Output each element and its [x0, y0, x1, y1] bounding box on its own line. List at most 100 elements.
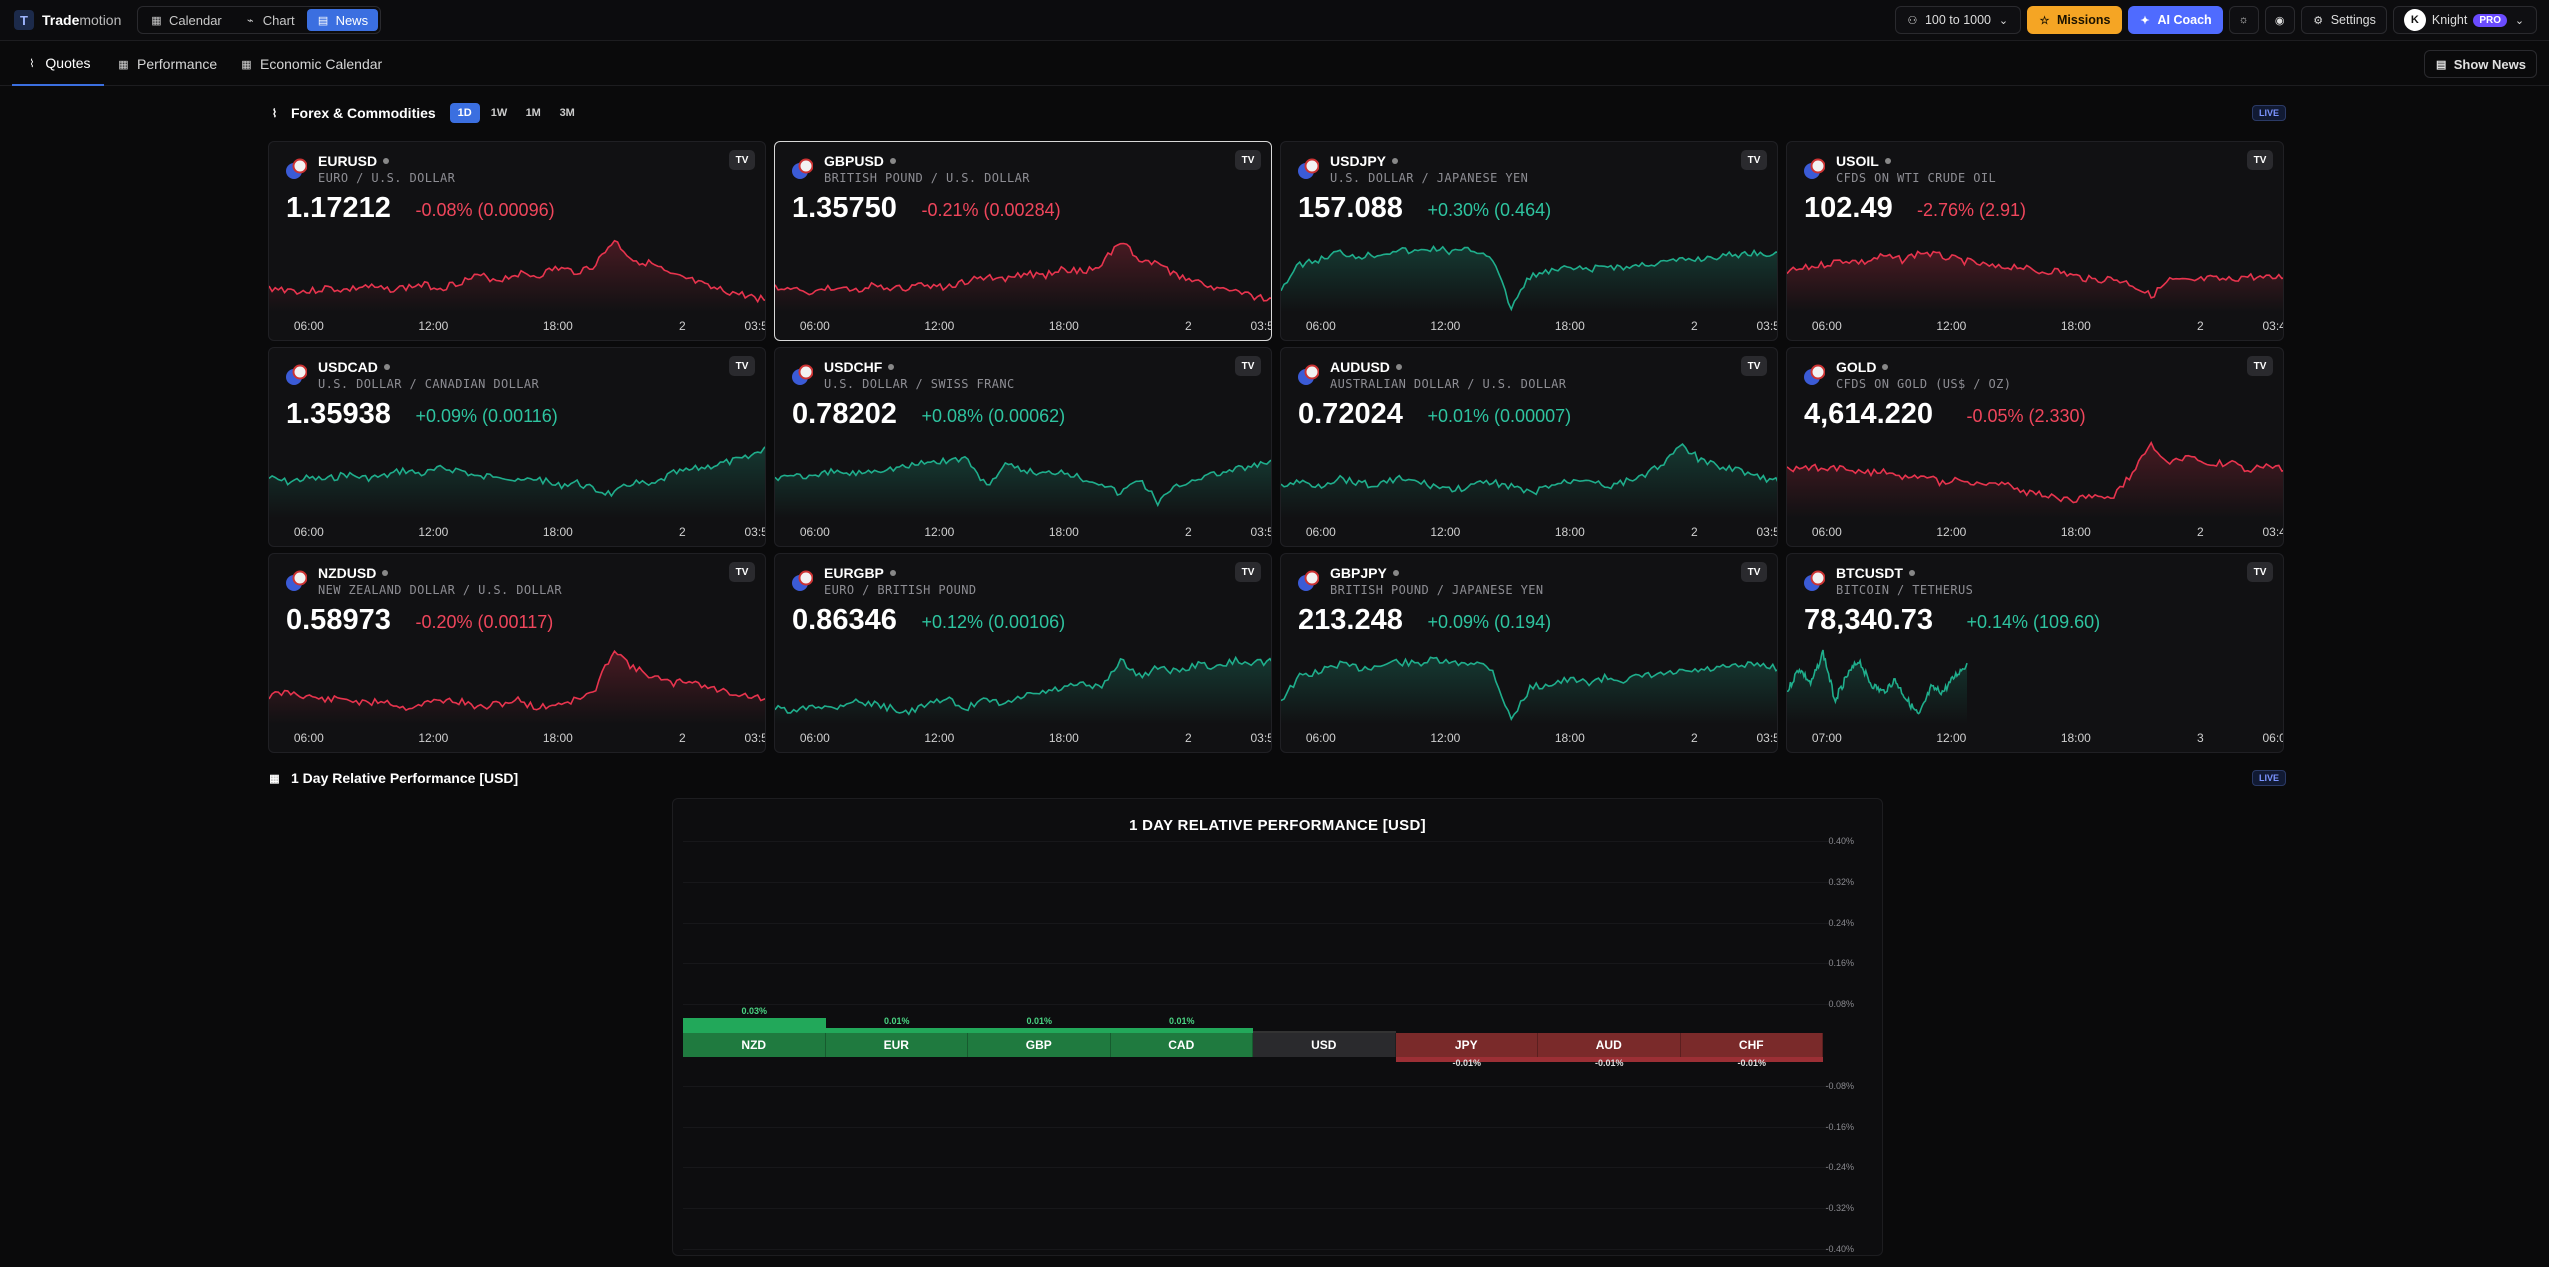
category-label-aud[interactable]: AUD [1538, 1033, 1681, 1057]
quote-card-eurusd[interactable]: EURUSD EURO / U.S. DOLLAR TV 1.17212 -0.… [268, 141, 766, 341]
time-tick-label: 2 [1184, 731, 1192, 745]
chevron-down-icon: ⌄ [2514, 14, 2525, 27]
timeframe-1d[interactable]: 1D [449, 103, 480, 123]
symbol-description: U.S. DOLLAR / SWISS FRANC [824, 377, 1015, 391]
status-dot [383, 158, 390, 164]
account-range-select[interactable]: ⚇ 100 to 1000 ⌄ [1894, 6, 2022, 34]
nav-news[interactable]: ▤ News [306, 9, 379, 31]
category-label-gbp[interactable]: GBP [968, 1033, 1111, 1057]
symbol: USDJPY [1330, 153, 1399, 169]
tab-economic-calendar[interactable]: ▦ Economic Calendar [241, 56, 383, 72]
time-tick-label: 18:00 [542, 525, 573, 539]
user-menu[interactable]: K Knight PRO ⌄ [2392, 6, 2537, 34]
time-tick-label: 2 [678, 319, 686, 333]
quote-card-btcusdt[interactable]: BTCUSDT BITCOIN / TETHERUS TV 78,340.73 … [1786, 553, 2284, 753]
sparkline-area [1281, 657, 1777, 724]
sparkline-area [775, 456, 1271, 518]
sparkline-chart [775, 242, 1271, 312]
timeframe-3m[interactable]: 3M [559, 107, 575, 119]
tradingview-icon[interactable]: TV [1235, 356, 1261, 376]
status-dot [1908, 570, 1915, 576]
quote-card-gbpusd[interactable]: GBPUSD BRITISH POUND / U.S. DOLLAR TV 1.… [774, 141, 1272, 341]
time-tick-label: 18:00 [1048, 731, 1079, 745]
price-change: +0.01% (0.00007) [1427, 406, 1572, 426]
tradingview-icon[interactable]: TV [1235, 150, 1261, 170]
currency-flag-icon [792, 364, 813, 385]
category-label-cad[interactable]: CAD [1110, 1033, 1253, 1057]
quotes-section-header: ⌇ Forex & Commodities 1D 1W 1M 3M [268, 103, 582, 123]
status-dot [1395, 364, 1402, 370]
section-title: 1 Day Relative Performance [USD] [291, 770, 519, 786]
tradingview-icon[interactable]: TV [1741, 562, 1767, 582]
tradingview-icon[interactable]: TV [729, 562, 755, 582]
quote-card-usdcad[interactable]: USDCAD U.S. DOLLAR / CANADIAN DOLLAR TV … [268, 347, 766, 547]
tab-performance[interactable]: ▦ Performance [118, 56, 218, 72]
missions-button[interactable]: ☆ Missions [2027, 6, 2122, 34]
quote-card-eurgbp[interactable]: EURGBP EURO / BRITISH POUND TV 0.86346 +… [774, 553, 1272, 753]
tradingview-icon[interactable]: TV [2247, 150, 2273, 170]
record-button[interactable]: ◉ [2264, 6, 2295, 34]
tradingview-icon[interactable]: TV [729, 150, 755, 170]
gear-icon: ⚙ [2313, 14, 2324, 27]
quote-card-gbpjpy[interactable]: GBPJPY BRITISH POUND / JAPANESE YEN TV 2… [1280, 553, 1778, 753]
grid-line [683, 1167, 1832, 1169]
currency-flag-icon [1298, 570, 1319, 591]
symbol-description: EURO / U.S. DOLLAR [318, 171, 456, 185]
time-tick-label: 12:00 [1430, 525, 1461, 539]
sparkline-line [1787, 250, 2283, 299]
grid-line [683, 1126, 1832, 1128]
tradingview-icon[interactable]: TV [1741, 356, 1767, 376]
category-label-chf[interactable]: CHF [1680, 1033, 1823, 1057]
quote-card-audusd[interactable]: AUDUSD AUSTRALIAN DOLLAR / U.S. DOLLAR T… [1280, 347, 1778, 547]
symbol-description: CFDS ON GOLD (US$ / OZ) [1836, 377, 2012, 391]
quote-card-usdjpy[interactable]: USDJPY U.S. DOLLAR / JAPANESE YEN TV 157… [1280, 141, 1778, 341]
currency-flag-icon [792, 570, 813, 591]
time-tick-label: 06:00 [293, 525, 324, 539]
category-label-nzd[interactable]: NZD [683, 1033, 826, 1057]
quote-card-usdchf[interactable]: USDCHF U.S. DOLLAR / SWISS FRANC TV 0.78… [774, 347, 1272, 547]
time-tick-label: 03:55 [1756, 525, 1778, 539]
y-tick-label: -0.32% [1825, 1203, 1854, 1214]
price-change: -0.08% (0.00096) [415, 200, 555, 220]
tradingview-icon[interactable]: TV [1741, 150, 1767, 170]
nav-chart[interactable]: ⌁ Chart [234, 9, 305, 31]
timeframe-1m[interactable]: 1M [525, 107, 541, 119]
symbol-description: U.S. DOLLAR / CANADIAN DOLLAR [318, 377, 540, 391]
tradingview-icon[interactable]: TV [2247, 356, 2273, 376]
price: 0.58973 [286, 604, 391, 636]
tradingview-icon[interactable]: TV [1235, 562, 1261, 582]
price: 1.17212 [286, 192, 391, 224]
price-change: +0.30% (0.464) [1427, 200, 1552, 220]
nav-calendar[interactable]: ▦ Calendar [151, 12, 222, 28]
quote-card-usoil[interactable]: USOIL CFDS ON WTI CRUDE OIL TV 102.49 -2… [1786, 141, 2284, 341]
price: 0.78202 [792, 398, 897, 430]
theme-toggle-button[interactable]: ☼ [2228, 6, 2259, 34]
time-tick-label: 18:00 [542, 319, 573, 333]
tradingview-icon[interactable]: TV [2247, 562, 2273, 582]
sparkline-chart [775, 655, 1271, 724]
performance-section-header: ▦ 1 Day Relative Performance [USD] [268, 770, 518, 786]
quote-card-gold[interactable]: GOLD CFDS ON GOLD (US$ / OZ) TV 4,614.22… [1786, 347, 2284, 547]
tradingview-icon[interactable]: TV [729, 356, 755, 376]
y-tick-label: 0.16% [1828, 958, 1854, 969]
sparkline-line [269, 649, 765, 712]
settings-button[interactable]: ⚙ Settings [2300, 6, 2387, 34]
category-label-eur[interactable]: EUR [825, 1033, 968, 1057]
time-tick-label: 2 [678, 731, 686, 745]
ai-coach-button[interactable]: ✦ AI Coach [2127, 6, 2223, 34]
y-tick-label: 0.40% [1828, 836, 1854, 846]
quote-card-nzdusd[interactable]: NZDUSD NEW ZEALAND DOLLAR / U.S. DOLLAR … [268, 553, 766, 753]
category-label-usd[interactable]: USD [1253, 1033, 1396, 1057]
news-icon: ▤ [2436, 58, 2447, 71]
tab-quotes[interactable]: ⌇ Quotes [12, 42, 104, 86]
category-label-jpy[interactable]: JPY [1395, 1033, 1538, 1057]
app-name: Trademotion [42, 12, 122, 28]
main-nav: ▦ Calendar ⌁ Chart ▤ News [137, 6, 382, 34]
sparkline-chart [775, 455, 1271, 518]
time-tick-label: 12:00 [418, 525, 449, 539]
sparkline-line [269, 239, 765, 304]
show-news-button[interactable]: ▤ Show News [2423, 50, 2537, 78]
app-logo[interactable]: T Trademotion [14, 10, 121, 30]
timeframe-1w[interactable]: 1W [490, 107, 508, 119]
symbol: EURUSD [318, 153, 390, 169]
